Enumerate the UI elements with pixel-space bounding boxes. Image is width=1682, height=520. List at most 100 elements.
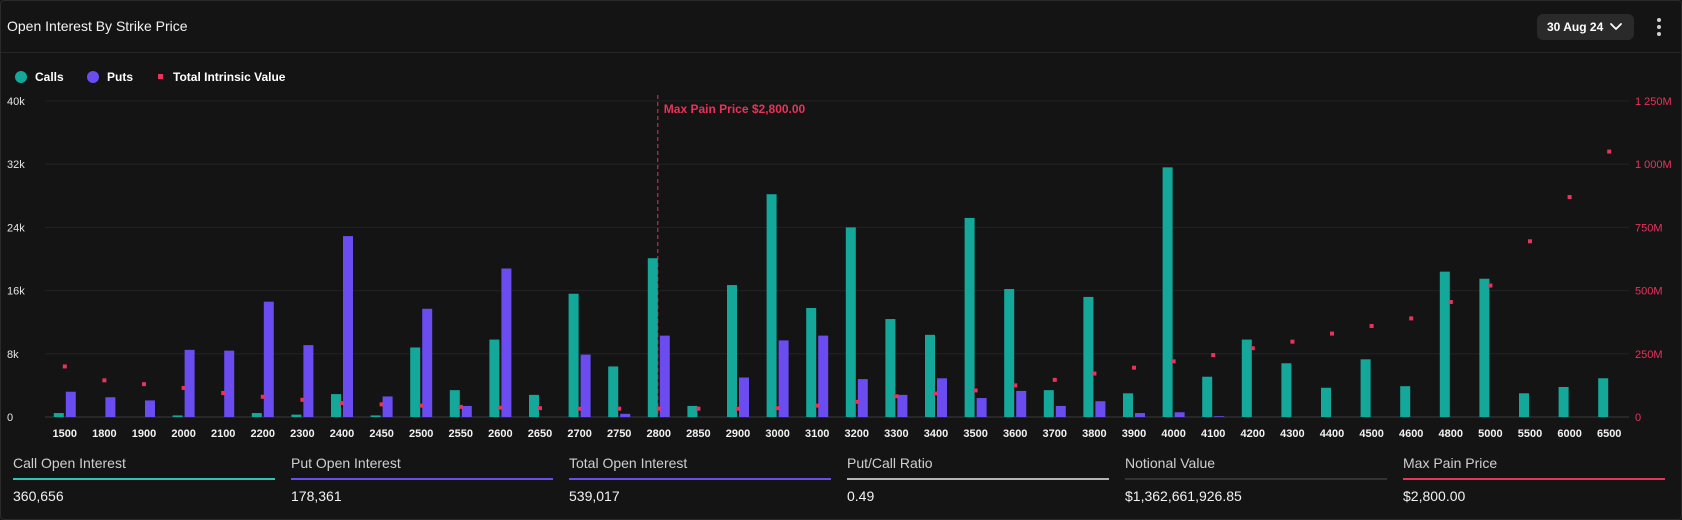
x-tick-label: 3600 — [1003, 428, 1027, 440]
legend-item-puts[interactable]: Puts — [87, 69, 147, 85]
bar-calls — [449, 390, 460, 417]
stat-underline — [1125, 478, 1387, 480]
x-tick-label: 2650 — [528, 428, 552, 440]
x-tick-label: 2450 — [369, 428, 393, 440]
x-tick-label: 2550 — [449, 428, 473, 440]
bar-calls — [806, 307, 817, 417]
expiry-date-label: 30 Aug 24 — [1547, 20, 1604, 34]
legend-item-total-intrinsic-value[interactable]: Total Intrinsic Value — [155, 69, 305, 85]
x-tick-label: 3700 — [1043, 428, 1067, 440]
bar-calls — [1281, 363, 1292, 417]
stat-value: 178,361 — [291, 488, 342, 504]
marker-total-intrinsic-value — [617, 406, 622, 411]
bar-puts — [65, 391, 76, 417]
marker-total-intrinsic-value — [1528, 239, 1532, 244]
marker-total-intrinsic-value — [458, 404, 463, 409]
y-right-tick-label: 500M — [1635, 286, 1663, 298]
marker-total-intrinsic-value — [1211, 353, 1216, 358]
bar-calls — [885, 319, 896, 417]
bar-calls — [370, 415, 381, 417]
bar-calls — [964, 217, 975, 417]
x-tick-label: 2000 — [171, 428, 195, 440]
bar-puts — [1095, 401, 1106, 417]
marker-total-intrinsic-value — [934, 391, 938, 396]
marker-total-intrinsic-value — [1171, 359, 1176, 364]
bar-calls — [1479, 278, 1490, 417]
marker-total-intrinsic-value — [656, 406, 661, 411]
marker-total-intrinsic-value — [1132, 365, 1136, 370]
legend-label-tiv: Total Intrinsic Value — [173, 70, 286, 84]
bar-puts — [145, 400, 155, 417]
bar-calls — [727, 285, 737, 417]
y-right-tick-label: 750M — [1635, 222, 1663, 234]
bar-puts — [1174, 412, 1185, 417]
x-tick-label: 3200 — [845, 428, 869, 440]
marker-total-intrinsic-value — [1250, 346, 1255, 351]
x-tick-label: 3400 — [924, 428, 948, 440]
x-tick-label: 4300 — [1280, 428, 1304, 440]
stat-put-call-ratio: Put/Call Ratio 0.49 — [847, 447, 1109, 507]
y-left-tick-label: 16k — [7, 286, 25, 298]
bar-calls — [608, 366, 619, 417]
x-tick-label: 2800 — [647, 428, 671, 440]
marker-total-intrinsic-value — [181, 385, 186, 390]
legend-label-puts: Puts — [107, 70, 134, 84]
bar-calls — [53, 413, 64, 417]
x-tick-label: 5500 — [1518, 428, 1542, 440]
bar-puts — [1214, 416, 1225, 417]
marker-total-intrinsic-value — [419, 403, 424, 408]
bar-calls — [172, 415, 183, 417]
marker-total-intrinsic-value — [854, 399, 859, 404]
x-tick-label: 2600 — [488, 428, 512, 440]
bar-calls — [331, 394, 341, 417]
x-tick-label: 2300 — [290, 428, 314, 440]
x-tick-label: 3100 — [805, 428, 829, 440]
calls-dot-icon — [15, 71, 27, 83]
x-tick-label: 3900 — [1122, 428, 1146, 440]
summary-stats: Call Open Interest 360,656 Put Open Inte… — [1, 447, 1681, 507]
bar-puts — [580, 354, 591, 417]
x-tick-label: 4200 — [1241, 428, 1265, 440]
expiry-date-dropdown[interactable]: 30 Aug 24 — [1537, 14, 1634, 40]
stat-total-open-interest: Total Open Interest 539,017 — [569, 447, 831, 507]
marker-total-intrinsic-value — [1567, 195, 1572, 200]
bar-puts — [659, 335, 670, 417]
bar-puts — [976, 398, 987, 417]
y-right-tick-label: 1 250M — [1635, 96, 1672, 108]
x-tick-label: 5000 — [1478, 428, 1502, 440]
more-options-icon[interactable] — [1649, 14, 1669, 40]
marker-total-intrinsic-value — [736, 406, 740, 411]
marker-total-intrinsic-value — [1013, 383, 1018, 388]
marker-total-intrinsic-value — [894, 394, 899, 399]
x-tick-label: 4500 — [1359, 428, 1383, 440]
x-tick-label: 4100 — [1201, 428, 1225, 440]
legend-item-calls[interactable]: Calls — [15, 69, 75, 85]
x-tick-label: 4400 — [1320, 428, 1344, 440]
stat-label: Max Pain Price — [1403, 455, 1498, 471]
y-left-tick-label: 40k — [7, 96, 25, 108]
x-tick-label: 1800 — [92, 428, 116, 440]
bar-calls — [687, 405, 698, 417]
marker-total-intrinsic-value — [1448, 299, 1453, 304]
y-right-tick-label: 0 — [1635, 412, 1641, 424]
x-tick-label: 1900 — [132, 428, 156, 440]
chevron-down-icon — [1610, 23, 1622, 30]
bar-puts — [105, 397, 116, 417]
marker-total-intrinsic-value — [142, 382, 146, 387]
bar-calls — [1321, 387, 1331, 417]
bar-calls — [1123, 393, 1133, 417]
bar-puts — [739, 377, 749, 417]
marker-total-intrinsic-value — [1488, 283, 1493, 288]
marker-total-intrinsic-value — [379, 402, 384, 407]
bar-puts — [1055, 405, 1066, 417]
x-tick-label: 2850 — [686, 428, 710, 440]
y-left-tick-label: 0 — [7, 412, 13, 424]
bar-calls — [291, 414, 302, 417]
x-tick-label: 2100 — [211, 428, 235, 440]
bar-calls — [1360, 359, 1371, 417]
marker-total-intrinsic-value — [577, 406, 582, 411]
marker-total-intrinsic-value — [1607, 149, 1612, 154]
bar-calls — [1519, 393, 1529, 417]
marker-total-intrinsic-value — [498, 405, 503, 410]
